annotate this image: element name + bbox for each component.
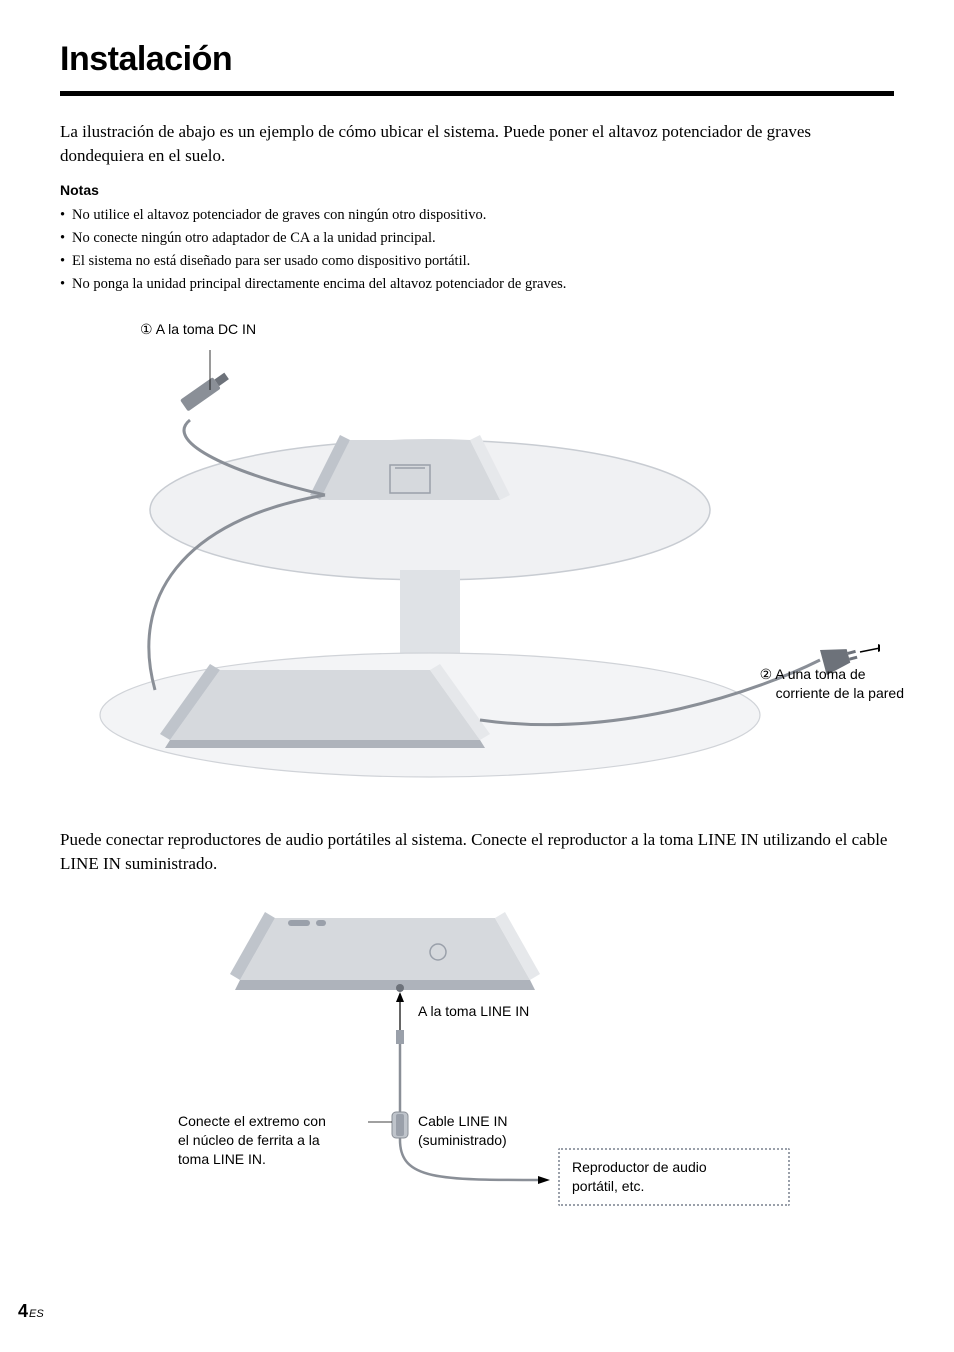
- ferrite-text-2: el núcleo de ferrita a la: [178, 1132, 320, 1148]
- notas-heading: Notas: [60, 182, 894, 198]
- player-box: Reproductor de audio portátil, etc.: [558, 1148, 790, 1206]
- page-lang: ES: [28, 1308, 44, 1320]
- callout-number-1: ①: [140, 320, 153, 339]
- linein-jack-label: A la toma LINE IN: [418, 1002, 529, 1021]
- callout-text-2b: corriente de la pared: [760, 685, 904, 701]
- callout-text-2a: A una toma de: [775, 666, 865, 682]
- player-text-1: Reproductor de audio: [572, 1159, 707, 1175]
- cable-label-1: Cable LINE IN: [418, 1113, 507, 1129]
- diagram-svg-1: [60, 320, 880, 790]
- intro-paragraph: La ilustración de abajo es un ejemplo de…: [60, 120, 894, 168]
- cable-label-2: (suministrado): [418, 1132, 507, 1148]
- mid-paragraph: Puede conectar reproductores de audio po…: [60, 828, 894, 876]
- title-rule: [60, 91, 894, 96]
- callout-text-1: A la toma DC IN: [156, 321, 256, 337]
- notas-list: No utilice el altavoz potenciador de gra…: [60, 204, 894, 297]
- ferrite-text-1: Conecte el extremo con: [178, 1113, 326, 1129]
- ferrite-text-3: toma LINE IN.: [178, 1151, 266, 1167]
- linein-diagram: A la toma LINE IN Conecte el extremo con…: [60, 890, 894, 1210]
- installation-diagram: ① A la toma DC IN: [60, 320, 894, 800]
- page-number-wrap: 4ES: [18, 1301, 44, 1322]
- page-number: 4: [18, 1301, 28, 1321]
- notas-item: No ponga la unidad principal directament…: [60, 273, 894, 296]
- player-text-2: portátil, etc.: [572, 1178, 644, 1194]
- notas-item: El sistema no está diseñado para ser usa…: [60, 250, 894, 273]
- callout-number-2: ②: [760, 665, 773, 684]
- notas-item: No utilice el altavoz potenciador de gra…: [60, 204, 894, 227]
- notas-item: No conecte ningún otro adaptador de CA a…: [60, 227, 894, 250]
- page-title: Instalación: [60, 40, 894, 79]
